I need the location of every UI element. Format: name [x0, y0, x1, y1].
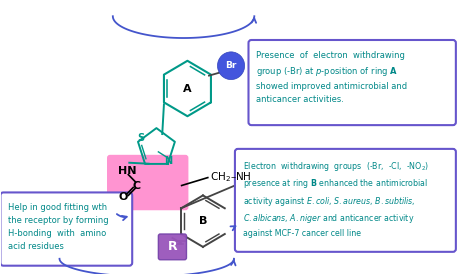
- Text: Presence  of  electron  withdrawing
group (-Br) at $p$-position of ring $\bf{A}$: Presence of electron withdrawing group (…: [256, 51, 407, 103]
- Text: HN: HN: [118, 166, 137, 176]
- Text: A: A: [183, 84, 192, 94]
- FancyBboxPatch shape: [248, 40, 456, 125]
- Text: Br: Br: [225, 61, 237, 70]
- Text: C: C: [133, 180, 141, 191]
- Text: N: N: [164, 156, 172, 166]
- Text: R: R: [168, 240, 177, 253]
- Circle shape: [218, 52, 245, 79]
- Text: CH$_2$–NH: CH$_2$–NH: [210, 171, 251, 185]
- FancyBboxPatch shape: [235, 149, 456, 252]
- Text: Electron  withdrawing  groups  (-Br,  -Cl,  -NO$_2$)
presence at ring $\bf{B}$ e: Electron withdrawing groups (-Br, -Cl, -…: [243, 160, 429, 238]
- Text: S: S: [137, 133, 145, 143]
- FancyBboxPatch shape: [107, 155, 188, 210]
- Text: B: B: [199, 216, 207, 226]
- FancyBboxPatch shape: [158, 234, 186, 260]
- Text: O: O: [119, 192, 128, 202]
- FancyBboxPatch shape: [0, 192, 132, 266]
- Text: Help in good fitting wth
the receptor by forming
H-bonding  with  amino
acid res: Help in good fitting wth the receptor by…: [8, 203, 109, 251]
